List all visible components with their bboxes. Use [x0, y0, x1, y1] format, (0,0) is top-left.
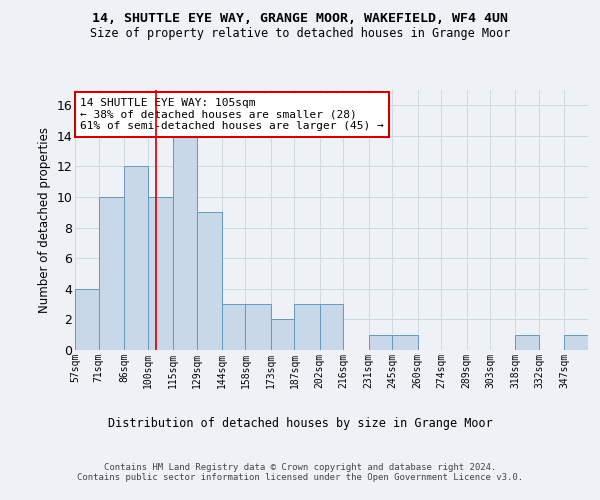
Text: 14 SHUTTLE EYE WAY: 105sqm
← 38% of detached houses are smaller (28)
61% of semi: 14 SHUTTLE EYE WAY: 105sqm ← 38% of deta… — [80, 98, 384, 131]
Bar — [392, 334, 418, 350]
Bar — [222, 304, 245, 350]
Text: Distribution of detached houses by size in Grange Moor: Distribution of detached houses by size … — [107, 418, 493, 430]
Bar — [320, 304, 343, 350]
Bar — [75, 289, 98, 350]
Bar — [295, 304, 320, 350]
Bar — [271, 320, 295, 350]
Y-axis label: Number of detached properties: Number of detached properties — [38, 127, 51, 313]
Bar — [98, 197, 124, 350]
Bar — [515, 334, 539, 350]
Bar — [148, 197, 173, 350]
Bar — [173, 136, 197, 350]
Bar — [565, 334, 590, 350]
Bar — [245, 304, 271, 350]
Text: 14, SHUTTLE EYE WAY, GRANGE MOOR, WAKEFIELD, WF4 4UN: 14, SHUTTLE EYE WAY, GRANGE MOOR, WAKEFI… — [92, 12, 508, 26]
Bar — [124, 166, 148, 350]
Bar — [368, 334, 392, 350]
Text: Size of property relative to detached houses in Grange Moor: Size of property relative to detached ho… — [90, 28, 510, 40]
Bar — [197, 212, 222, 350]
Text: Contains HM Land Registry data © Crown copyright and database right 2024.
Contai: Contains HM Land Registry data © Crown c… — [77, 462, 523, 482]
